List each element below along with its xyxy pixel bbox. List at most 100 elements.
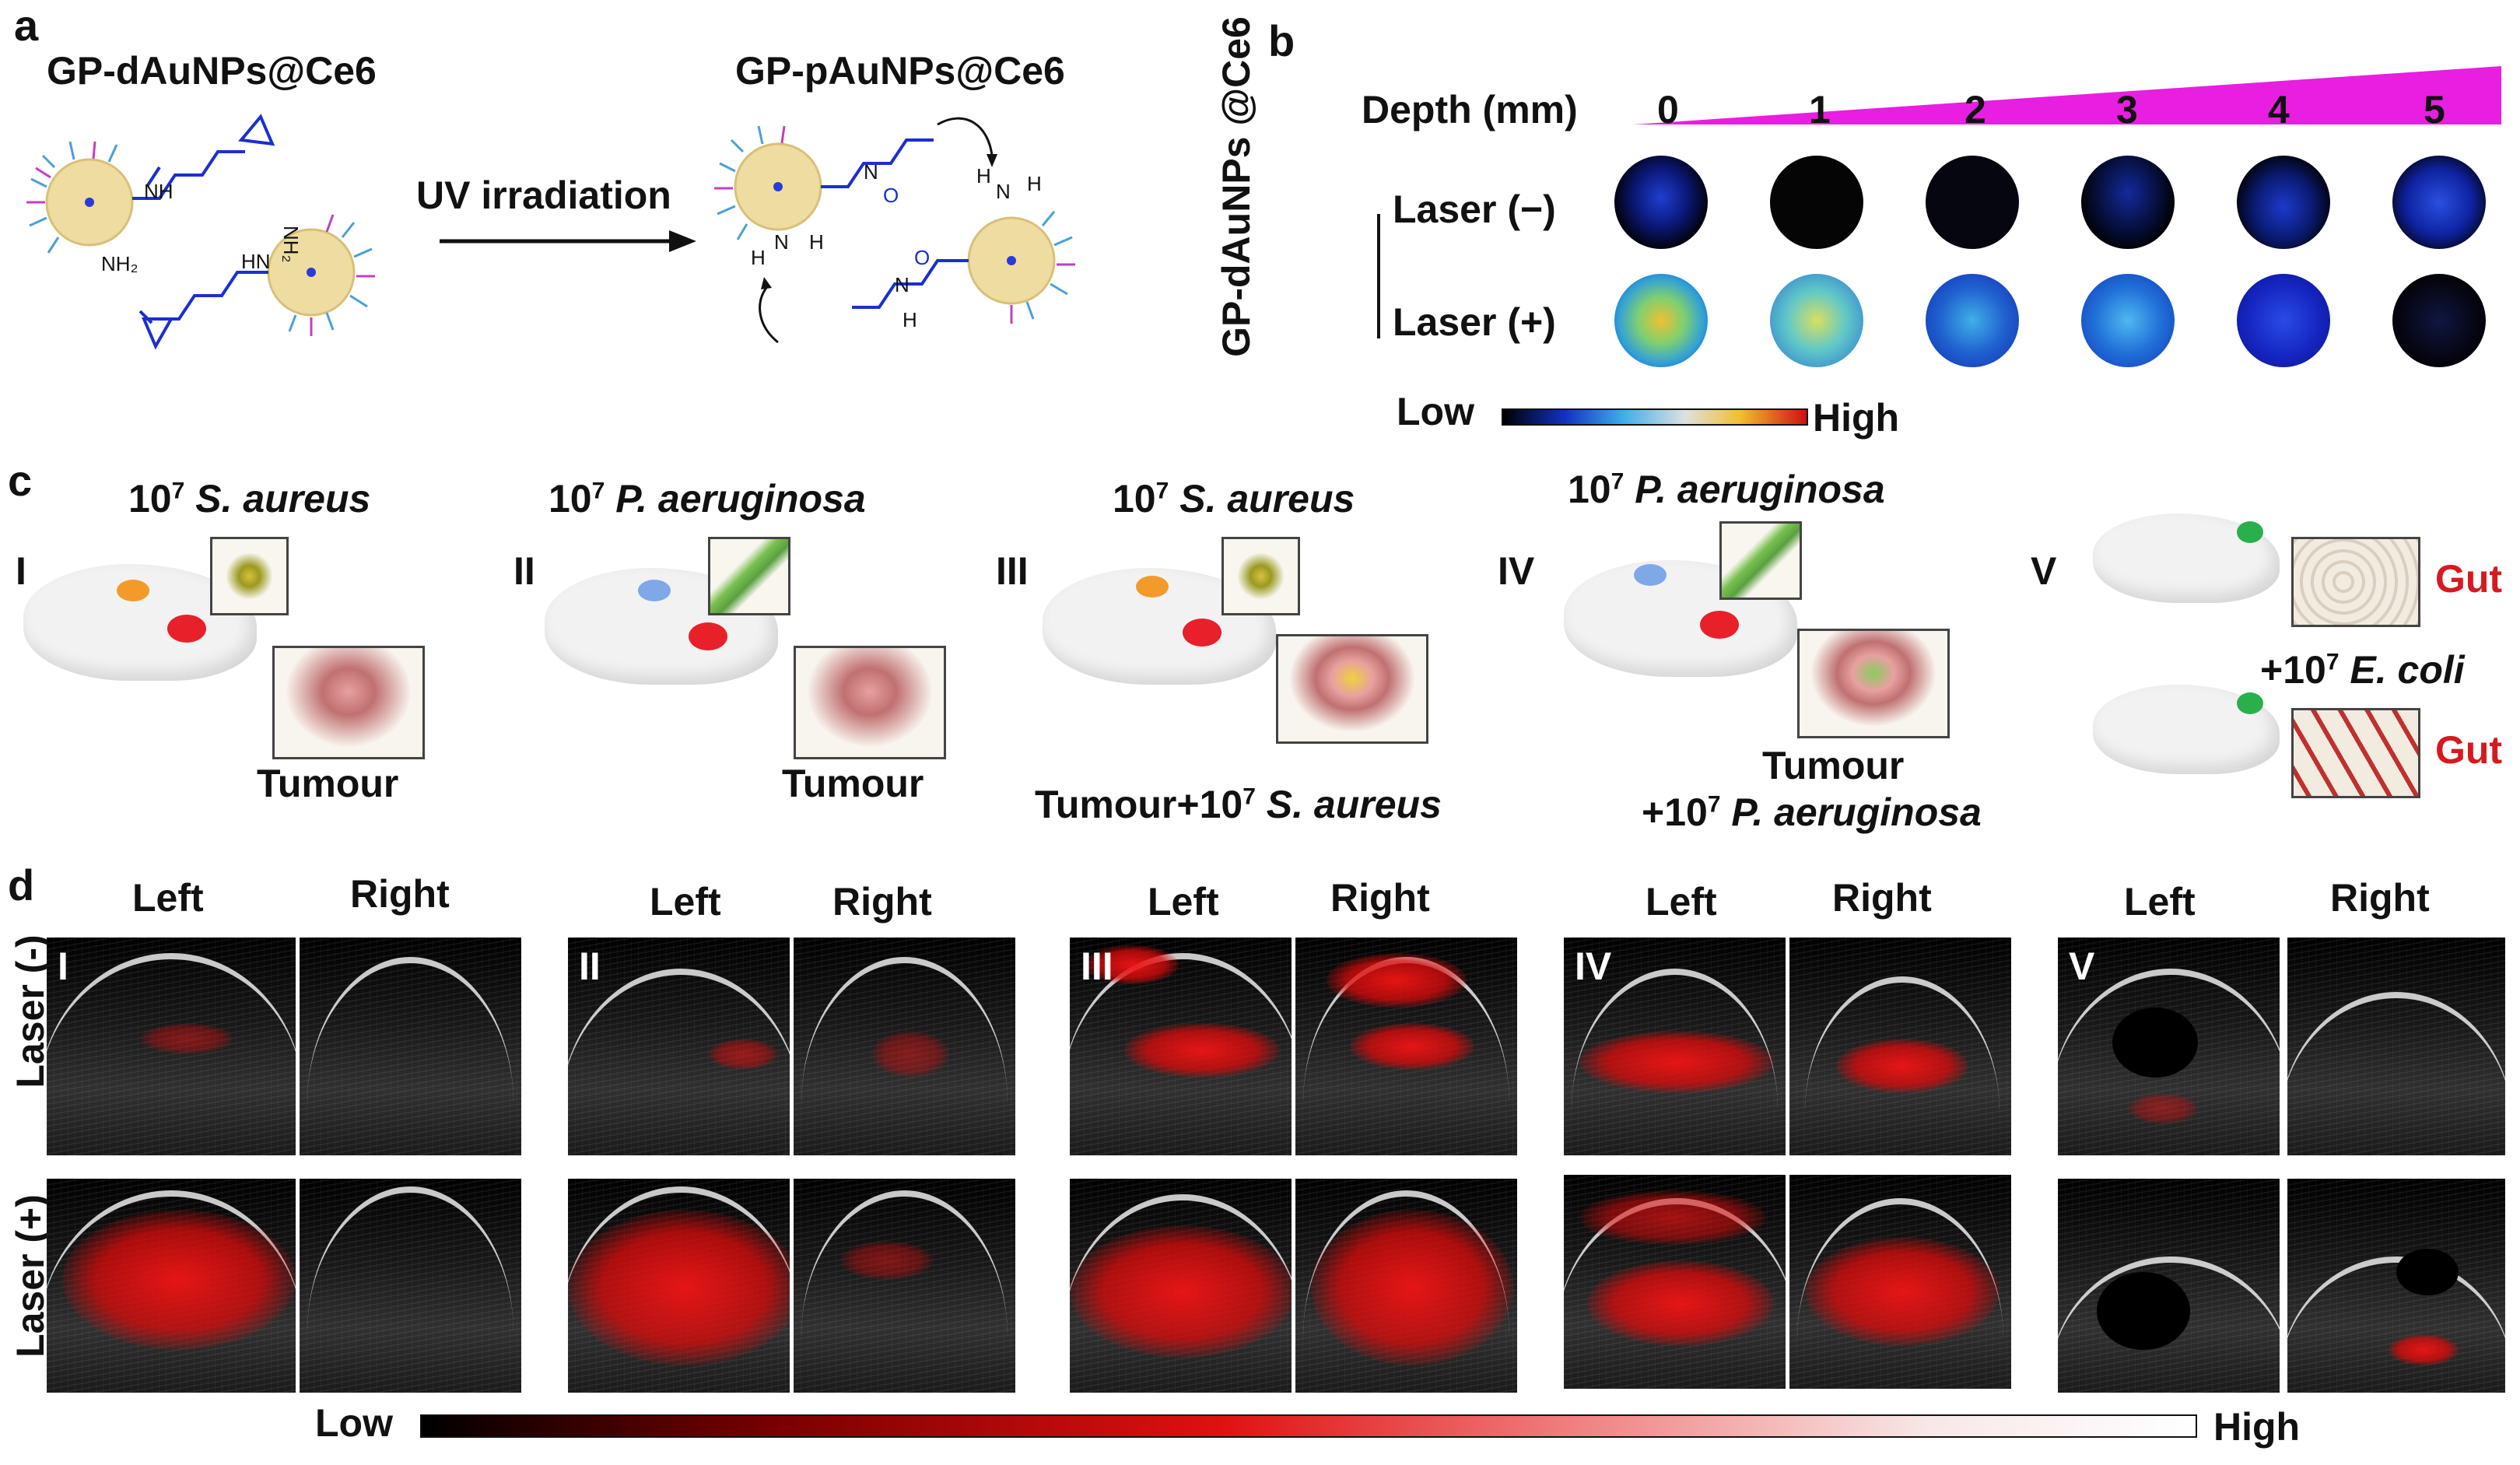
chemistry-scheme: NH NH₂ HN NH₂ N H N H [26, 114, 1075, 350]
depth-tick-2: 2 [1964, 88, 1986, 131]
us-iii-right-minus [1295, 938, 1517, 1155]
ecoli-label: +107 E. coli [2260, 648, 2465, 692]
svg-text:H: H [976, 164, 991, 188]
reaction-arrow-head [669, 230, 696, 252]
group-i-numeral: I [16, 549, 26, 593]
d-colorbar [420, 1414, 2197, 1438]
infection-site-i [117, 580, 149, 601]
svg-text:O: O [914, 246, 930, 269]
b-scale-low: Low [1397, 390, 1474, 433]
tumour-site-ii [689, 622, 727, 650]
infection-site-iv [1634, 564, 1667, 586]
us-v-right-plus [2287, 1179, 2505, 1393]
inset-saureus-iii [1221, 537, 1300, 615]
group-iv-numeral: IV [1498, 549, 1535, 593]
depth-tick-0: 0 [1657, 88, 1679, 131]
d-scale-low: Low [315, 1401, 393, 1445]
us-iv-left-plus [1564, 1175, 1786, 1389]
us-v-left-minus: V [2058, 938, 2280, 1155]
us-ii-left-plus [568, 1179, 790, 1393]
d-left-header-i: Left [132, 876, 204, 920]
us-iii-left-minus: III [1070, 938, 1292, 1155]
inset-paeruginosa-ii [708, 537, 790, 615]
inset-gut-v-bottom [2291, 708, 2420, 798]
group-ii-bottom-label: Tumour [782, 762, 924, 805]
group-ii-numeral: II [513, 549, 535, 593]
b-colorbar [1502, 408, 1808, 426]
pa-dot-minus-1 [1770, 156, 1863, 249]
pa-dot-minus-0 [1614, 156, 1708, 249]
us-iv-right-plus [1789, 1175, 2011, 1389]
pa-dot-minus-4 [2237, 156, 2330, 249]
uv-arrow-label: UV irradiation [416, 173, 671, 217]
us-group-label-iii: III [1081, 945, 1113, 988]
svg-text:H: H [1027, 172, 1042, 195]
left-compound-title: GP-dAuNPs@Ce6 [47, 49, 377, 93]
group-iv-bottom-label-2: +107 P. aeruginosa [1642, 790, 1982, 834]
svg-text:HN: HN [241, 250, 271, 273]
d-scale-high: High [2213, 1405, 2301, 1449]
svg-text:N: N [996, 180, 1011, 203]
pa-dot-minus-5 [2392, 156, 2486, 249]
pa-dot-plus-2 [1926, 274, 2019, 367]
depth-wedge [1634, 66, 2501, 124]
laser-minus-label: Laser (−) [1393, 188, 1556, 231]
group-i-top-label: 107 S. aureus [128, 477, 371, 520]
us-ii-right-plus [794, 1179, 1015, 1393]
svg-text:H: H [751, 246, 766, 269]
pa-dot-minus-3 [2081, 156, 2175, 249]
inset-tumour-iii [1276, 634, 1428, 744]
pa-dot-plus-3 [2081, 274, 2175, 367]
gut-label-top: Gut [2435, 557, 2503, 601]
inset-paeruginosa-iv [1719, 521, 1802, 600]
depth-tick-1: 1 [1809, 88, 1831, 131]
inset-tumour-iv [1797, 629, 1950, 738]
d-left-header-v: Left [2124, 880, 2196, 924]
pa-dot-plus-0 [1614, 274, 1708, 367]
svg-text:H: H [809, 230, 824, 254]
us-group-label-ii: II [579, 945, 601, 988]
d-right-header-iv: Right [1832, 876, 1932, 920]
tumour-site-iii [1183, 619, 1221, 647]
gut-site-v-top [2237, 521, 2263, 543]
svg-text:NH₂: NH₂ [279, 226, 303, 263]
d-right-header-iii: Right [1330, 876, 1430, 920]
infection-site-ii [638, 580, 671, 601]
group-i-bottom-label: Tumour [257, 762, 399, 805]
us-iv-left-minus: IV [1564, 938, 1786, 1155]
us-v-right-minus [2287, 938, 2505, 1155]
us-iii-right-plus [1295, 1179, 1517, 1393]
us-i-left-minus: I [47, 938, 296, 1155]
pa-dot-plus-4 [2237, 274, 2330, 367]
depth-tick-4: 4 [2268, 88, 2290, 131]
us-group-label-iv: IV [1575, 945, 1612, 988]
pa-dot-plus-1 [1770, 274, 1863, 367]
right-compound-title: GP-pAuNPs@Ce6 [735, 49, 1065, 93]
side-bracket [1377, 214, 1380, 338]
inset-tumour-ii [794, 646, 946, 759]
pa-dot-plus-5 [2392, 274, 2486, 367]
group-iii-bottom-label: Tumour+107 S. aureus [1035, 783, 1442, 826]
depth-axis-label: Depth (mm) [1362, 88, 1578, 131]
gut-site-v-bottom [2237, 692, 2263, 714]
svg-text:H: H [903, 308, 917, 331]
d-right-header-ii: Right [832, 880, 932, 924]
svg-text:N: N [774, 230, 789, 254]
group-iv-bottom-label: Tumour [1762, 744, 1905, 787]
panel-a-letter: a [14, 1, 39, 50]
side-label: GP-dAuNPs @Ce6 [1214, 16, 1258, 357]
us-ii-right-minus [794, 938, 1015, 1155]
group-v-numeral: V [2031, 549, 2057, 593]
pa-dot-minus-2 [1926, 156, 2019, 249]
nanoparticle-left-2 [267, 214, 375, 336]
inset-gut-v-top [2291, 537, 2420, 627]
laser-plus-label: Laser (+) [1393, 300, 1556, 344]
us-group-label-i: I [58, 945, 68, 988]
us-i-right-minus [300, 938, 521, 1155]
d-right-header-v: Right [2330, 876, 2430, 920]
nanoparticle-right-1 [714, 125, 822, 240]
b-scale-high: High [1813, 396, 1900, 440]
us-v-left-plus [2058, 1179, 2280, 1393]
panel-b-letter: b [1268, 16, 1295, 65]
infection-site-iii [1136, 576, 1169, 598]
